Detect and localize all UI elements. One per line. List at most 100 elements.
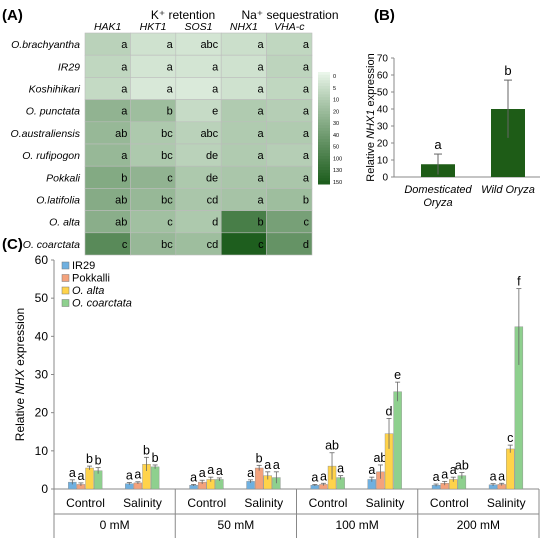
- legend-swatch: [61, 261, 70, 270]
- x-group-label: 50 mM: [218, 518, 255, 532]
- significance-letter: c: [507, 431, 513, 445]
- colorbar-tick-label: 130: [333, 168, 342, 174]
- y-tick-label: 10: [377, 156, 389, 167]
- group-header-k: K⁺ retention: [151, 8, 215, 22]
- colorbar-segment: [318, 80, 330, 84]
- colorbar-segment: [318, 72, 330, 76]
- heatmap-cell-letter: de: [206, 172, 218, 184]
- group-header-na: Na⁺ sequestration: [241, 8, 338, 22]
- colorbar-segment: [318, 88, 330, 93]
- heatmap-cell-letter: ab: [115, 128, 127, 140]
- significance-letter: a: [126, 469, 133, 483]
- colorbar-segment: [318, 150, 330, 154]
- y-tick-label: 40: [377, 105, 389, 116]
- panel-a-label: (A): [2, 7, 23, 24]
- bar: [85, 467, 94, 490]
- heatmap-cell-letter: a: [167, 61, 174, 73]
- y-tick-label: 10: [35, 444, 49, 458]
- bar: [393, 391, 402, 490]
- colorbar-segment: [318, 175, 330, 179]
- heatmap-row-label: O.australiensis: [11, 128, 81, 140]
- heatmap-cell-letter: d: [303, 239, 309, 251]
- heatmap-cell-letter: bc: [161, 239, 173, 251]
- significance-letter: a: [441, 467, 448, 481]
- heatmap-row-label: O.brachyantha: [11, 39, 80, 51]
- colorbar-segment: [318, 142, 330, 146]
- heatmap-cell-letter: abc: [200, 39, 218, 51]
- significance-letter: a: [320, 469, 327, 483]
- heatmap-cell-letter: e: [212, 106, 218, 118]
- heatmap-cell-letter: a: [257, 61, 264, 73]
- significance-letter: a: [490, 470, 497, 484]
- heatmap-column-label: HKT1: [140, 21, 167, 33]
- significance-letter: ab: [373, 451, 387, 465]
- significance-letter: b: [504, 63, 511, 78]
- colorbar-segment: [318, 116, 330, 121]
- x-condition-label: Control: [430, 496, 469, 510]
- y-tick-label: 20: [35, 406, 49, 420]
- colorbar-tick-label: 0: [333, 74, 336, 80]
- heatmap-cell-letter: a: [121, 84, 128, 96]
- colorbar-tick-label: 10: [333, 98, 339, 104]
- heatmap-cell-letter: a: [303, 106, 310, 118]
- heatmap-cell-letter: a: [121, 61, 128, 73]
- significance-letter: e: [394, 368, 401, 382]
- legend-swatch: [61, 286, 70, 295]
- heatmap-cell-letter: a: [167, 84, 174, 96]
- x-condition-label: Control: [66, 496, 105, 510]
- heatmap-cell-letter: c: [258, 239, 264, 251]
- heatmap-cell-letter: a: [303, 61, 310, 73]
- colorbar-segment: [318, 108, 330, 112]
- heatmap-cell-letter: de: [206, 150, 218, 162]
- significance-letter: a: [190, 470, 197, 484]
- x-group-label: 0 mM: [100, 518, 130, 532]
- legend-label: O. alta: [72, 285, 104, 297]
- colorbar-segment: [318, 139, 330, 143]
- heatmap-row-label: Koshihikari: [29, 84, 81, 96]
- colorbar-segment: [318, 164, 330, 168]
- heatmap-cell-letter: a: [121, 150, 128, 162]
- colorbar-segment: [318, 178, 330, 182]
- heatmap-cell-letter: a: [257, 150, 264, 162]
- heatmap-cell-letter: a: [303, 39, 310, 51]
- significance-letter: a: [450, 463, 457, 477]
- x-condition-label: Salinity: [123, 496, 162, 510]
- x-condition-label: Control: [309, 496, 348, 510]
- heatmap-cell-letter: a: [167, 39, 174, 51]
- legend-label: Pokkalli: [72, 273, 110, 285]
- colorbar-segment: [318, 122, 330, 126]
- heatmap-panel: K⁺ retention Na⁺ sequestration HAK1 HKT1 S…: [11, 8, 342, 256]
- heatmap-cell-letter: b: [303, 195, 309, 207]
- colorbar-segment: [318, 83, 330, 87]
- x-group-label: 100 mM: [335, 518, 378, 532]
- colorbar-segment: [318, 105, 330, 109]
- heatmap-cell-letter: c: [304, 217, 310, 229]
- significance-letter: b: [143, 443, 150, 457]
- y-tick-label: 30: [377, 122, 389, 133]
- colorbar-segment: [318, 172, 330, 177]
- heatmap-cell-letter: b: [257, 217, 263, 229]
- heatmap-cell-letter: a: [212, 61, 219, 73]
- heatmap-cell-letter: bc: [161, 195, 173, 207]
- y-tick-label: 40: [35, 329, 49, 343]
- heatmap-column-label: SOS1: [184, 21, 212, 33]
- significance-letter: a: [498, 469, 505, 483]
- y-tick-label: 60: [35, 253, 49, 267]
- heatmap-cell-letter: a: [257, 39, 264, 51]
- heatmap-cell-letter: a: [257, 172, 264, 184]
- colorbar-tick-label: 30: [333, 121, 339, 127]
- heatmap-cell-letter: bc: [161, 128, 173, 140]
- colorbar-segment: [318, 86, 330, 90]
- bar: [254, 467, 264, 490]
- x-condition-label: Salinity: [487, 496, 526, 510]
- significance-letter: a: [216, 464, 223, 478]
- y-tick-label: 50: [35, 291, 49, 305]
- heatmap-cell-letter: c: [122, 239, 128, 251]
- colorbar-segment: [318, 144, 330, 149]
- colorbar-tick-label: 20: [333, 109, 339, 115]
- panel-b-label: (B): [374, 7, 395, 24]
- colorbar-segment: [318, 161, 330, 165]
- heatmap-cell-letter: a: [212, 84, 219, 96]
- colorbar-segment: [318, 153, 330, 157]
- heatmap-column-label: NHX1: [230, 21, 258, 33]
